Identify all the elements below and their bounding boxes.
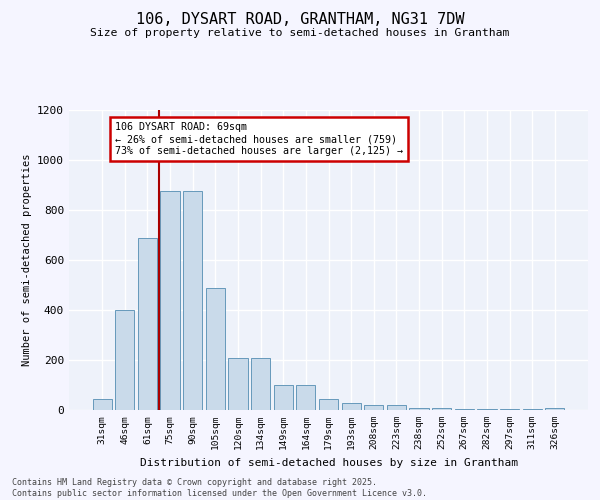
Bar <box>409 408 428 410</box>
Bar <box>319 399 338 410</box>
Bar <box>545 408 565 410</box>
Bar <box>92 399 112 410</box>
Text: Contains HM Land Registry data © Crown copyright and database right 2025.
Contai: Contains HM Land Registry data © Crown c… <box>12 478 427 498</box>
Bar <box>341 402 361 410</box>
Bar <box>477 409 497 410</box>
Bar <box>296 385 316 410</box>
Bar <box>455 409 474 410</box>
X-axis label: Distribution of semi-detached houses by size in Grantham: Distribution of semi-detached houses by … <box>139 458 517 468</box>
Text: 106, DYSART ROAD, GRANTHAM, NG31 7DW: 106, DYSART ROAD, GRANTHAM, NG31 7DW <box>136 12 464 28</box>
Bar <box>206 288 225 410</box>
Bar <box>183 191 202 410</box>
Bar <box>160 191 180 410</box>
Bar <box>229 358 248 410</box>
Y-axis label: Number of semi-detached properties: Number of semi-detached properties <box>22 154 32 366</box>
Bar <box>115 310 134 410</box>
Bar <box>138 238 157 410</box>
Bar <box>432 408 451 410</box>
Bar <box>251 358 270 410</box>
Bar <box>274 385 293 410</box>
Text: Size of property relative to semi-detached houses in Grantham: Size of property relative to semi-detach… <box>91 28 509 38</box>
Text: 106 DYSART ROAD: 69sqm
← 26% of semi-detached houses are smaller (759)
73% of se: 106 DYSART ROAD: 69sqm ← 26% of semi-det… <box>115 122 403 156</box>
Bar <box>523 409 542 410</box>
Bar <box>500 409 519 410</box>
Bar <box>387 405 406 410</box>
Bar <box>364 405 383 410</box>
